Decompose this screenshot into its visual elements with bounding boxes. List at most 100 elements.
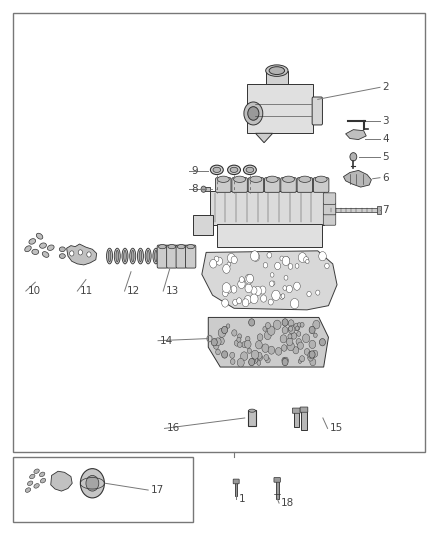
Ellipse shape [30, 474, 35, 479]
Ellipse shape [168, 245, 176, 249]
FancyBboxPatch shape [301, 408, 307, 430]
Circle shape [242, 342, 247, 348]
Ellipse shape [25, 488, 31, 492]
Ellipse shape [147, 251, 149, 262]
Circle shape [272, 281, 275, 285]
Circle shape [201, 186, 206, 192]
Ellipse shape [124, 251, 126, 262]
Circle shape [304, 256, 309, 263]
Ellipse shape [39, 472, 45, 477]
Ellipse shape [59, 247, 65, 252]
Ellipse shape [131, 251, 134, 262]
Ellipse shape [213, 167, 221, 173]
Circle shape [300, 356, 304, 362]
Circle shape [272, 290, 280, 301]
FancyBboxPatch shape [233, 479, 239, 484]
Circle shape [293, 347, 299, 354]
Circle shape [244, 102, 263, 125]
Bar [276, 481, 279, 499]
Circle shape [264, 331, 271, 340]
Circle shape [282, 256, 290, 265]
Ellipse shape [153, 248, 159, 264]
FancyBboxPatch shape [314, 177, 329, 192]
Polygon shape [208, 318, 328, 367]
Ellipse shape [283, 176, 294, 182]
Circle shape [221, 328, 226, 335]
FancyBboxPatch shape [266, 71, 288, 84]
Circle shape [298, 253, 307, 262]
Circle shape [252, 253, 260, 261]
Circle shape [306, 260, 309, 264]
Circle shape [237, 358, 244, 367]
Circle shape [294, 323, 300, 331]
Circle shape [237, 342, 242, 348]
Circle shape [269, 281, 274, 286]
Bar [13, 13, 425, 452]
Ellipse shape [42, 252, 49, 257]
Circle shape [280, 256, 284, 261]
Circle shape [231, 286, 237, 293]
Ellipse shape [130, 248, 136, 264]
Ellipse shape [106, 248, 113, 264]
Text: 12: 12 [127, 286, 140, 296]
Circle shape [288, 334, 292, 339]
Circle shape [267, 326, 275, 335]
Text: 15: 15 [330, 423, 343, 433]
Circle shape [264, 354, 269, 360]
Ellipse shape [230, 167, 238, 173]
Circle shape [244, 340, 251, 348]
Text: 17: 17 [150, 485, 163, 495]
Polygon shape [51, 471, 72, 491]
Circle shape [259, 286, 266, 294]
Circle shape [297, 332, 301, 336]
Ellipse shape [269, 67, 285, 75]
Circle shape [282, 327, 288, 334]
Circle shape [251, 350, 259, 359]
Circle shape [237, 337, 241, 342]
Circle shape [215, 349, 220, 355]
Polygon shape [202, 251, 337, 310]
Circle shape [258, 354, 262, 360]
Ellipse shape [246, 167, 254, 173]
Circle shape [295, 264, 299, 268]
Circle shape [308, 351, 313, 358]
Text: 8: 8 [191, 184, 198, 194]
Polygon shape [255, 133, 272, 143]
Circle shape [222, 299, 229, 307]
Ellipse shape [108, 251, 111, 262]
Ellipse shape [116, 251, 119, 262]
Ellipse shape [155, 251, 157, 262]
Circle shape [280, 335, 287, 343]
Ellipse shape [266, 176, 278, 182]
Circle shape [231, 256, 237, 264]
Circle shape [245, 284, 252, 293]
Circle shape [267, 252, 272, 258]
Circle shape [238, 280, 245, 288]
FancyBboxPatch shape [293, 408, 300, 413]
Circle shape [298, 359, 302, 364]
Circle shape [297, 342, 304, 349]
Ellipse shape [40, 479, 46, 483]
Ellipse shape [250, 176, 262, 182]
Text: 16: 16 [166, 423, 180, 433]
Circle shape [280, 294, 284, 300]
FancyBboxPatch shape [274, 478, 280, 482]
Ellipse shape [29, 239, 35, 244]
Circle shape [214, 256, 219, 262]
Circle shape [226, 287, 231, 293]
Circle shape [223, 264, 230, 273]
Circle shape [239, 277, 244, 282]
Text: 6: 6 [382, 173, 389, 183]
Circle shape [218, 337, 224, 345]
Text: 4: 4 [382, 134, 389, 143]
Ellipse shape [34, 469, 39, 473]
FancyBboxPatch shape [281, 177, 296, 192]
Polygon shape [343, 171, 371, 187]
Ellipse shape [233, 176, 246, 182]
FancyBboxPatch shape [215, 177, 231, 192]
Circle shape [261, 295, 267, 302]
Circle shape [291, 333, 297, 339]
Circle shape [290, 298, 299, 309]
Circle shape [223, 290, 228, 297]
Circle shape [268, 346, 275, 354]
